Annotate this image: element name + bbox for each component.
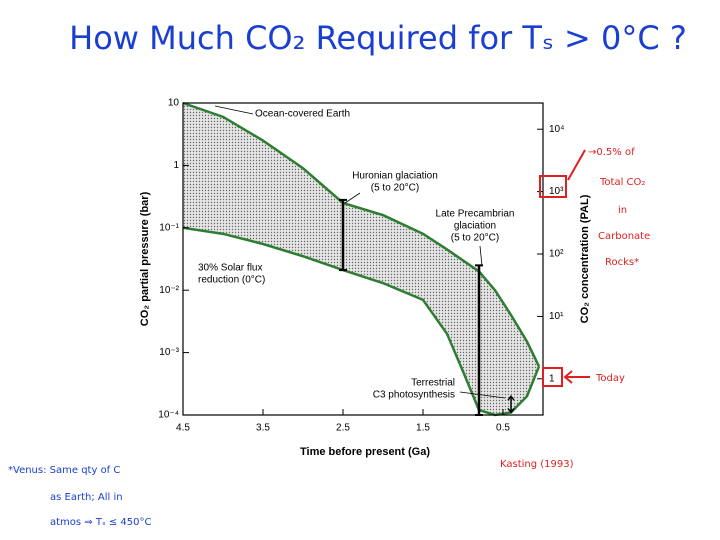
x-tick-label: 2.5 xyxy=(336,423,350,434)
highlight-box xyxy=(539,175,567,198)
y-tick-label: 10⁻⁴ xyxy=(158,410,179,421)
x-tick-label: 3.5 xyxy=(256,423,270,434)
y2-tick-label: 1 xyxy=(549,373,555,384)
annotation: (5 to 20°C) xyxy=(451,233,499,244)
note-text: in xyxy=(618,205,627,216)
annotation: glaciation xyxy=(454,221,496,232)
note-text: as Earth; All in xyxy=(50,492,123,503)
leader-line xyxy=(344,192,361,204)
note-text: *Venus: Same qty of C xyxy=(8,465,120,476)
x-tick-label: 1.5 xyxy=(416,423,430,434)
annotation: 30% Solar flux xyxy=(198,263,262,274)
note-text: →0.5% of xyxy=(588,147,635,158)
y2-tick-label: 10³ xyxy=(549,186,564,197)
x-tick-label: 4.5 xyxy=(176,423,190,434)
annotation: (5 to 20°C) xyxy=(371,183,419,194)
curve xyxy=(182,101,541,367)
y-tick-label: 10⁻³ xyxy=(159,347,179,358)
y2-tick-label: 10¹ xyxy=(549,311,564,322)
plot-frame xyxy=(182,102,544,416)
leader-line xyxy=(479,245,483,267)
note-text: atmos ⇒ Tₛ ≤ 450°C xyxy=(50,517,152,528)
highlight-box xyxy=(542,367,563,387)
annotation: reduction (0°C) xyxy=(198,275,265,286)
annotation: C3 photosynthesis xyxy=(373,390,455,401)
y2-tick-label: 10² xyxy=(549,249,564,260)
x-axis-title: Time before present (Ga) xyxy=(300,446,430,458)
note-arrow xyxy=(567,149,586,181)
annotation: Late Precambrian xyxy=(436,209,515,220)
annotation: Terrestrial xyxy=(411,378,455,389)
annotation: Ocean-covered Earth xyxy=(255,109,350,120)
note-text: Today xyxy=(595,373,625,384)
leader-line xyxy=(459,391,506,399)
plot: 10 1 10⁻¹ 10⁻² 10⁻³ 10⁻⁴ 1 10¹ 10² 10³ 10⁴ 4.5 3.5 2.… xyxy=(158,98,564,434)
leader-line xyxy=(214,105,254,115)
note-text: Carbonate xyxy=(598,231,650,242)
y-tick-label: 10 xyxy=(168,98,180,109)
slide-title: How Much CO₂ Required for Tₛ > 0°C ? xyxy=(69,19,687,57)
y-tick-label: 10⁻² xyxy=(159,285,179,296)
citation: Kasting (1993) xyxy=(500,459,574,470)
curve xyxy=(182,226,541,417)
y-axis-title: CO₂ partial pressure (bar) xyxy=(139,191,151,326)
y2-axis-title: CO₂ concentration (PAL) xyxy=(579,194,591,323)
y2-tick-label: 10⁴ xyxy=(549,124,564,135)
note-arrow xyxy=(563,370,573,384)
annotation: Huronian glaciation xyxy=(352,171,438,182)
x-tick-label: 0.5 xyxy=(496,423,510,434)
arrow-head xyxy=(507,394,515,414)
y-tick-label: 1 xyxy=(173,160,179,171)
note-text: Total CO₂ xyxy=(599,177,645,188)
y-tick-label: 10⁻¹ xyxy=(159,222,179,233)
band-fill xyxy=(183,103,539,415)
note-text: Rocks* xyxy=(605,257,639,268)
